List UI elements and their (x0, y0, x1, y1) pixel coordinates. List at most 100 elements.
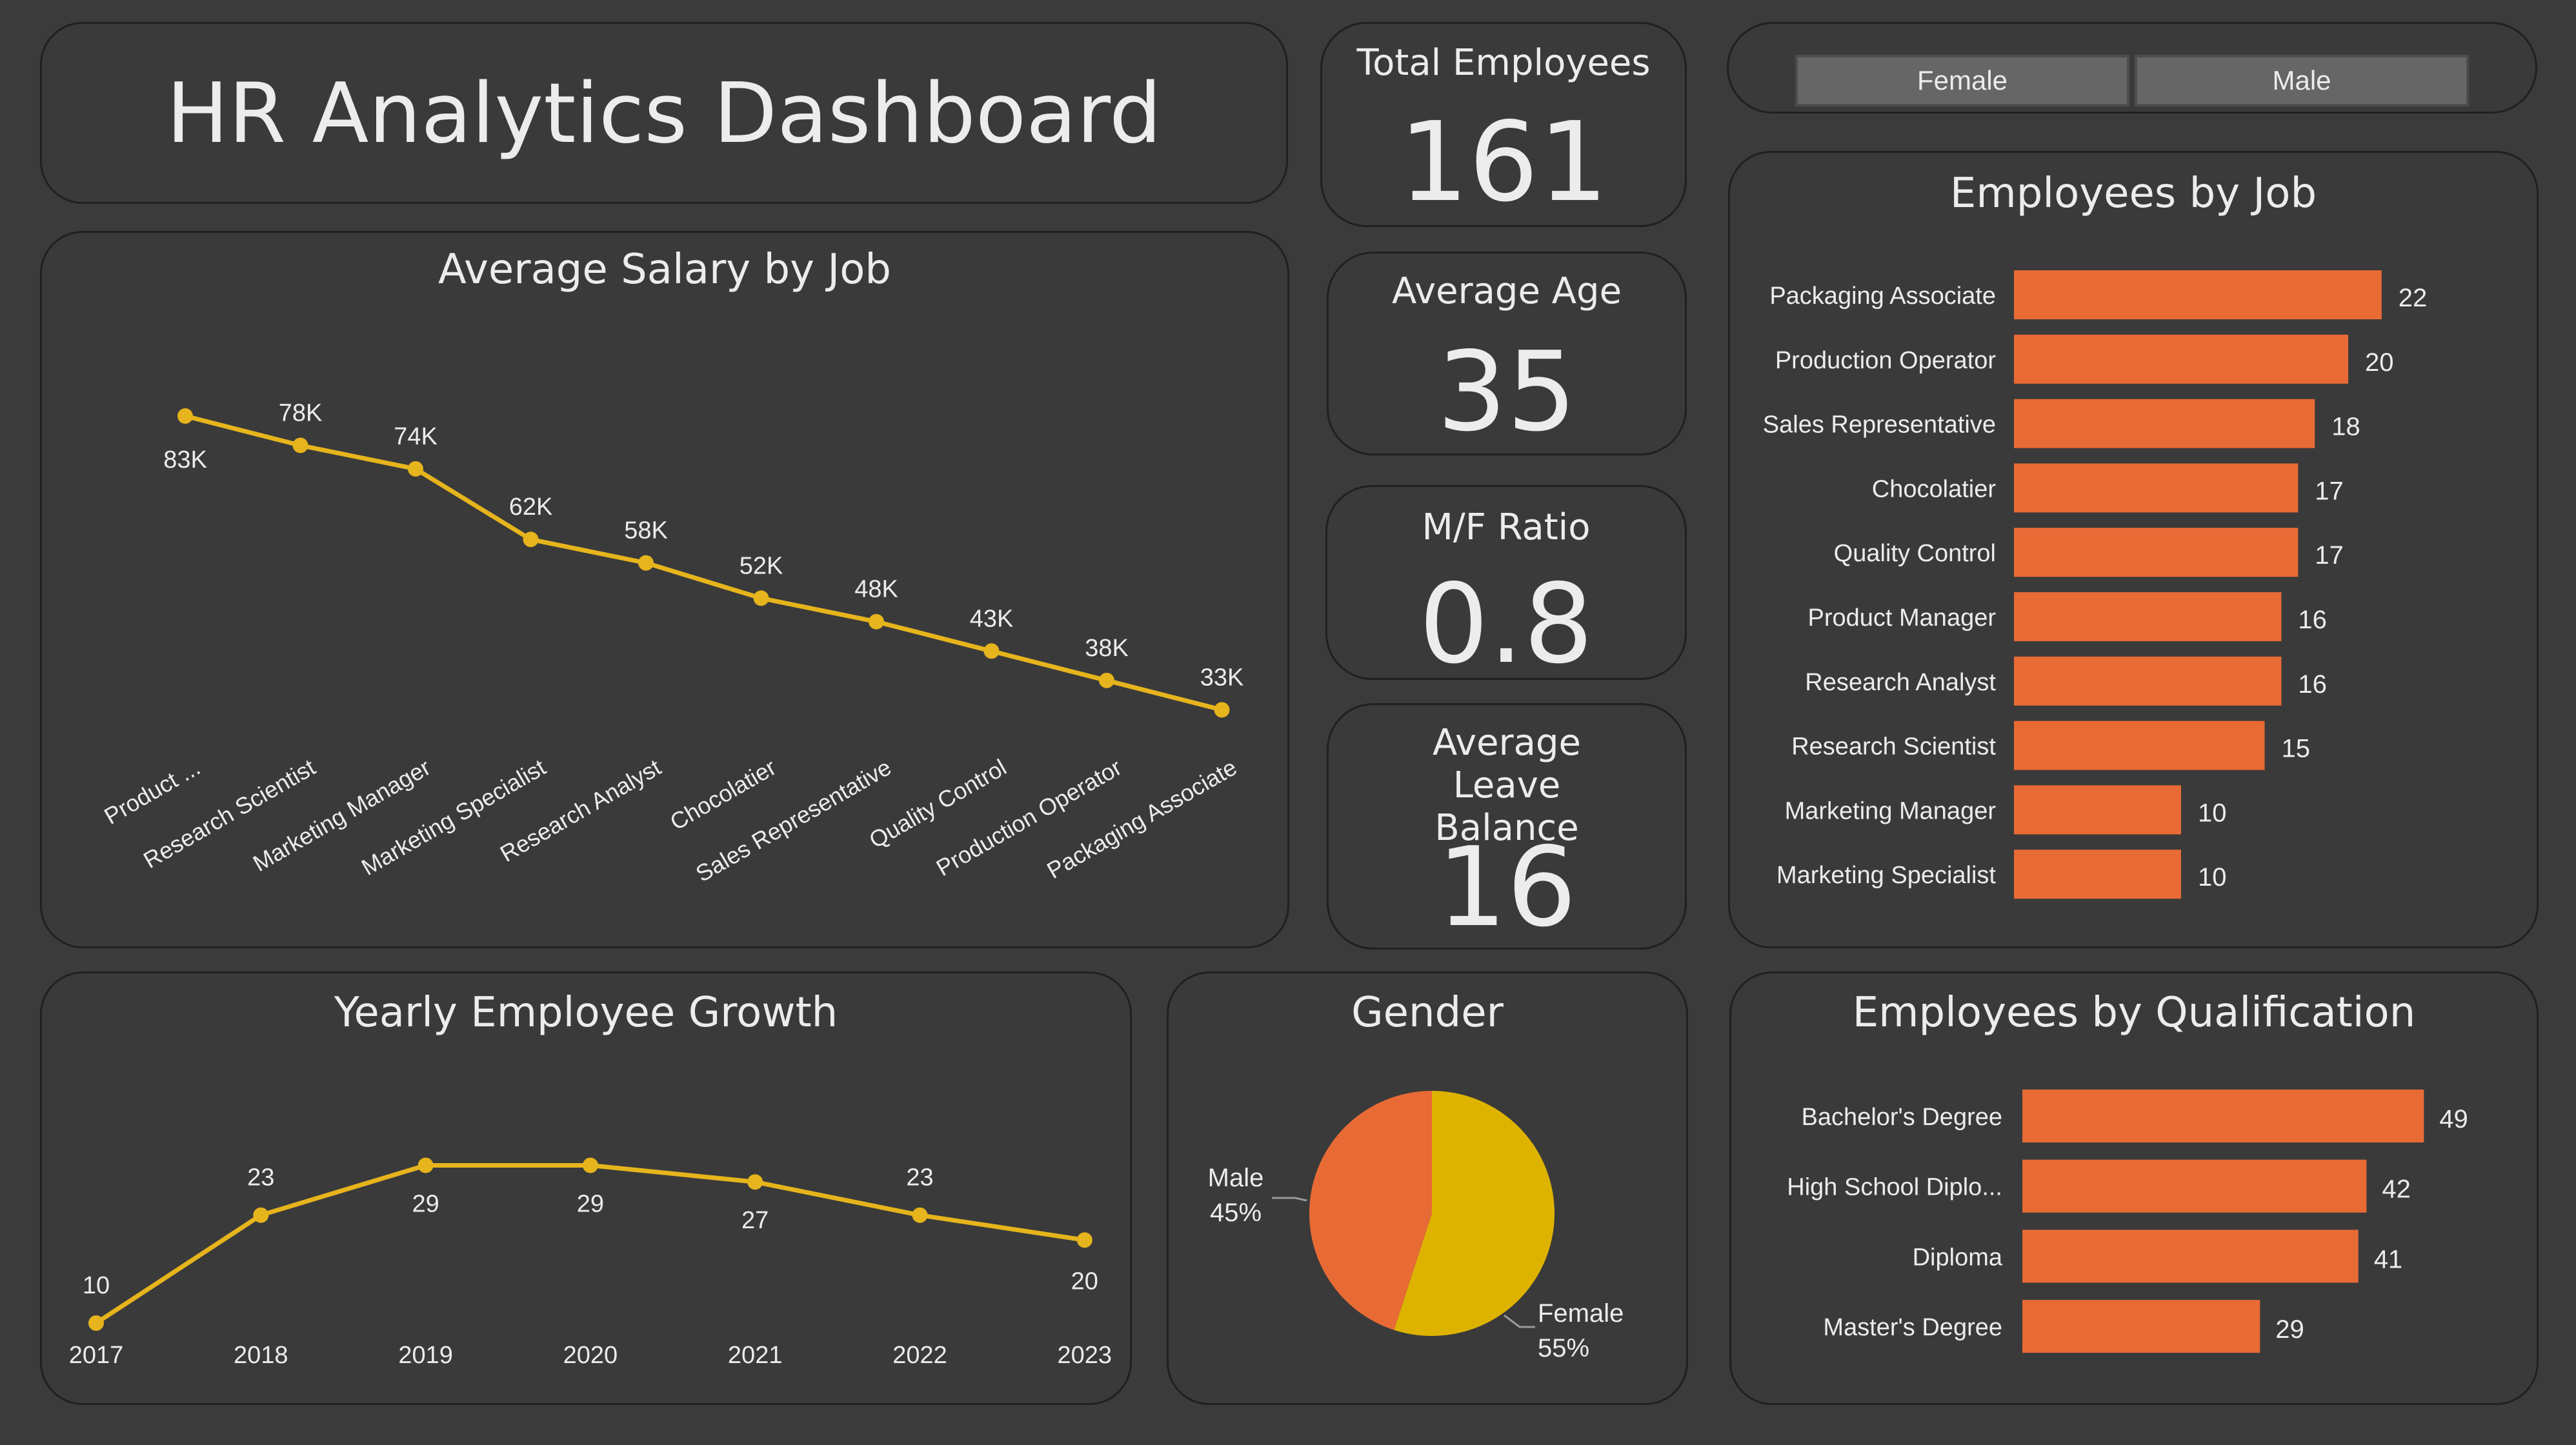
salary-data-label: 78K (279, 399, 323, 426)
salary-point (408, 461, 423, 477)
growth-x-tick: 2023 (1058, 1342, 1112, 1369)
job-chart-panel: Employees by Job Packaging Associate 22 Pr… (1728, 151, 2539, 948)
dashboard-title: HR Analytics Dashboard (166, 66, 1162, 162)
growth-line-chart: 10 2017 23 2018 29 2019 29 2020 27 2021 23 2022 20 20… (69, 1157, 1112, 1369)
qualification-value-label: 41 (2374, 1245, 2403, 1273)
salary-point (292, 437, 308, 453)
qualification-bar (2022, 1230, 2359, 1283)
job-value-label: 17 (2315, 541, 2344, 570)
growth-data-label: 23 (906, 1164, 933, 1191)
salary-point (983, 643, 1000, 659)
job-bar (2014, 270, 2382, 319)
salary-data-label: 62K (509, 493, 553, 521)
kpi-value: 16 (1436, 824, 1577, 952)
kpi-label: Total Employees (1356, 42, 1651, 84)
job-bar-chart: Packaging Associate 22 Production Operator… (1763, 270, 2427, 899)
qualification-category-label: High School Diplo... (1787, 1174, 2002, 1201)
salary-data-label: 33K (1200, 664, 1244, 691)
job-bar (2014, 334, 2348, 384)
salary-data-label: 38K (1085, 635, 1129, 662)
salary-point (177, 408, 193, 424)
job-bar (2014, 592, 2282, 641)
salary-data-label: 74K (394, 423, 438, 450)
pie-pct-male: 45% (1210, 1199, 1262, 1227)
growth-x-tick: 2019 (398, 1342, 453, 1369)
salary-data-label: 52K (740, 552, 783, 579)
salary-chart-title: Average Salary by Job (438, 246, 892, 294)
gender-pie-chart: Male 45% Female 55% (1208, 1091, 1624, 1362)
job-bar (2014, 399, 2315, 448)
gender-chart-panel: Gender Male 45% Female 55% (1167, 972, 1688, 1405)
job-bar (2014, 656, 2282, 706)
salary-x-tick: Production Operator (932, 753, 1126, 881)
job-category-label: Marketing Specialist (1776, 862, 1996, 889)
growth-point (747, 1174, 763, 1190)
pie-slice-female (1394, 1091, 1555, 1336)
kpi-average-leave: Average Leave Balance 16 (1327, 703, 1687, 950)
growth-data-label: 29 (412, 1190, 439, 1217)
kpi-value: 35 (1436, 328, 1577, 456)
qualification-bar (2022, 1300, 2260, 1353)
growth-data-label: 23 (247, 1164, 274, 1191)
kpi-value: 0.8 (1418, 561, 1594, 688)
growth-x-tick: 2021 (728, 1342, 783, 1369)
growth-data-label: 27 (741, 1207, 769, 1234)
kpi-mf-ratio: M/F Ratio 0.8 (1325, 485, 1687, 680)
salary-x-tick: Product ... (99, 753, 205, 830)
growth-data-label: 20 (1071, 1268, 1098, 1295)
growth-data-label: 29 (577, 1190, 604, 1217)
salary-point (523, 532, 539, 548)
job-value-label: 16 (2298, 606, 2327, 634)
job-category-label: Sales Representative (1763, 412, 1996, 439)
growth-x-tick: 2022 (892, 1342, 947, 1369)
salary-x-tick: Packaging Associate (1042, 753, 1241, 884)
salary-data-label: 43K (970, 605, 1014, 632)
qual-chart-title: Employees by Qualification (1852, 989, 2416, 1037)
qualification-bar-chart: Bachelor's Degree 49 High School Diplo... 4… (1787, 1090, 2468, 1353)
salary-x-tick: Sales Representative (691, 753, 896, 887)
job-bar (2014, 528, 2299, 577)
salary-point (1099, 672, 1114, 688)
kpi-label: M/F Ratio (1422, 506, 1591, 548)
qualification-bar (2022, 1159, 2367, 1213)
slicer-female-button[interactable]: Female (1795, 55, 2129, 106)
qualification-category-label: Diploma (1913, 1244, 2003, 1271)
job-category-label: Marketing Manager (1785, 797, 1997, 824)
qualification-category-label: Master's Degree (1823, 1314, 2002, 1341)
growth-x-tick: 2020 (563, 1342, 618, 1369)
gender-chart-title: Gender (1351, 989, 1504, 1037)
growth-chart-title: Yearly Employee Growth (334, 989, 838, 1037)
salary-point (638, 555, 654, 571)
job-value-label: 10 (2198, 799, 2227, 827)
salary-data-label: 58K (624, 517, 668, 544)
job-chart-title: Employees by Job (1949, 170, 2317, 217)
growth-series-line (95, 1162, 1085, 1325)
job-value-label: 20 (2365, 348, 2394, 377)
kpi-average-age: Average Age 35 (1327, 252, 1687, 455)
slicer-male-button[interactable]: Male (2135, 55, 2469, 106)
job-category-label: Production Operator (1775, 347, 1997, 374)
growth-point (88, 1315, 104, 1331)
kpi-value: 161 (1398, 99, 1609, 226)
growth-point (1076, 1232, 1092, 1248)
job-bar (2014, 463, 2299, 513)
qual-chart-panel: Employees by Qualification Bachelor's De… (1729, 972, 2539, 1405)
job-value-label: 17 (2315, 477, 2344, 505)
qualification-value-label: 29 (2275, 1315, 2304, 1344)
growth-point (253, 1207, 269, 1223)
growth-point (582, 1157, 598, 1173)
salary-point (1214, 702, 1230, 718)
pie-pct-female: 55% (1538, 1334, 1589, 1362)
gender-slicer: Female Male (1727, 22, 2537, 114)
kpi-total-employees: Total Employees 161 (1320, 22, 1687, 227)
salary-x-tick: Marketing Specialist (357, 753, 550, 881)
growth-chart-panel: Yearly Employee Growth 10 2017 23 2018 29 201… (40, 972, 1132, 1405)
pie-label-female: Female (1538, 1299, 1624, 1328)
qualification-category-label: Bachelor's Degree (1802, 1104, 2002, 1131)
job-bar (2014, 721, 2265, 770)
salary-series-line (185, 414, 1223, 712)
salary-point (753, 590, 769, 606)
job-category-label: Research Scientist (1791, 733, 1996, 761)
job-category-label: Chocolatier (1872, 475, 1997, 503)
